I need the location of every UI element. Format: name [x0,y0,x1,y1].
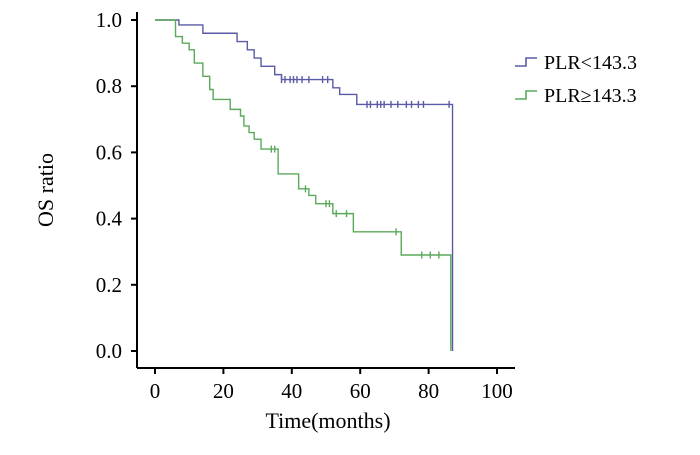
series-line [155,20,451,351]
km-survival-chart: 0.0 0.2 0.4 0.6 0.8 1.0 0 20 40 60 80 100 PLR<143.3… [0,0,700,450]
x-tick-label: 100 [481,379,513,403]
x-tick-label: 80 [418,379,439,403]
legend-swatch [515,91,537,99]
series-line [155,20,453,351]
legend: PLR<143.3 PLR≥143.3 [515,52,637,107]
y-tick-label: 0.8 [96,74,122,98]
y-tick-label: 0.6 [96,140,122,164]
y-axis-title: OS ratio [33,153,58,227]
legend-label: PLR<143.3 [544,52,637,74]
y-tick-label: 0.4 [96,207,123,231]
legend-label: PLR≥143.3 [544,85,637,107]
x-tick-label: 0 [150,379,161,403]
x-axis-title: Time(months) [265,408,390,433]
y-tick-label: 0.2 [96,273,122,297]
y-tick-label: 1.0 [96,8,122,32]
legend-swatch [515,58,537,66]
x-tick-label: 40 [281,379,302,403]
legend-item: PLR≥143.3 [515,85,637,107]
series-layer [155,20,453,351]
legend-item: PLR<143.3 [515,52,637,74]
chart-svg: 0.0 0.2 0.4 0.6 0.8 1.0 0 20 40 60 80 100 PLR<143.3… [0,0,700,450]
series-group [155,20,453,351]
series-group [155,20,451,351]
y-tick-label: 0.0 [96,339,122,363]
x-tick-label: 20 [213,379,234,403]
x-tick-label: 60 [350,379,371,403]
